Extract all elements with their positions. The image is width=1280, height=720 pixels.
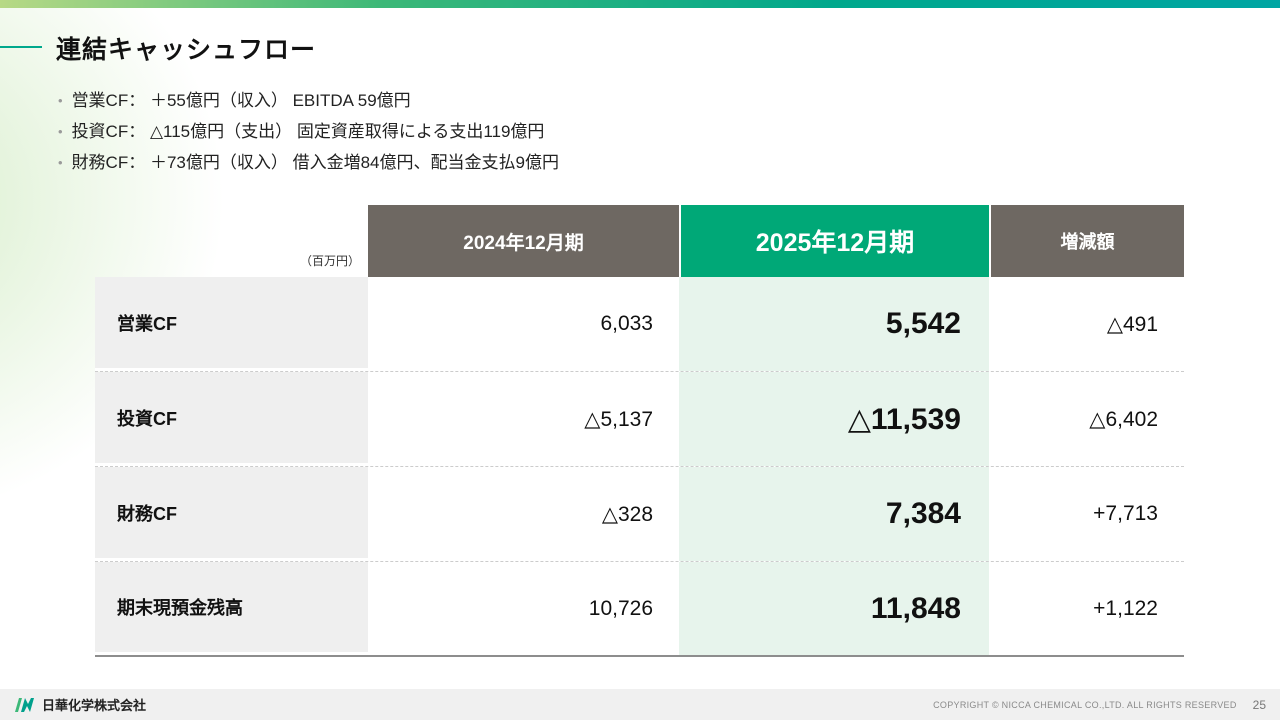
summary-bullet-list: 営業CF： ＋55億円（収入） EBITDA 59億円 投資CF： △115億円…: [58, 85, 559, 178]
column-header-diff: 増減額: [991, 205, 1184, 277]
table-row: 営業CF 6,033 5,542 △491: [95, 277, 1184, 372]
bullet-operating-cf: 営業CF： ＋55億円（収入） EBITDA 59億円: [58, 85, 559, 116]
value-2025: △11,539: [679, 372, 989, 466]
footer-bar: 日華化学株式会社 COPYRIGHT © NICCA CHEMICAL CO.,…: [0, 689, 1280, 720]
value-2024: 10,726: [368, 562, 679, 655]
value-diff: +7,713: [989, 467, 1184, 561]
table-row: 財務CF △328 7,384 +7,713: [95, 467, 1184, 562]
value-2025: 5,542: [679, 277, 989, 371]
row-label: 営業CF: [95, 277, 368, 371]
value-2024: △328: [368, 467, 679, 561]
value-diff: △491: [989, 277, 1184, 371]
column-header-2024: 2024年12月期: [368, 205, 679, 277]
page-title: 連結キャッシュフロー: [56, 36, 317, 64]
value-2024: △5,137: [368, 372, 679, 466]
table-row: 期末現預金残高 10,726 11,848 +1,122: [95, 562, 1184, 657]
table-row: 投資CF △5,137 △11,539 △6,402: [95, 372, 1184, 467]
value-diff: △6,402: [989, 372, 1184, 466]
row-label: 投資CF: [95, 372, 368, 466]
table-header-row: （百万円） 2024年12月期 2025年12月期 増減額: [95, 205, 1184, 277]
value-diff: +1,122: [989, 562, 1184, 655]
title-accent-line: [0, 46, 42, 48]
company-logo-icon: [14, 697, 36, 712]
column-header-2025: 2025年12月期: [681, 205, 989, 277]
value-2025: 11,848: [679, 562, 989, 655]
row-label: 期末現預金残高: [95, 562, 368, 655]
bullet-financing-cf: 財務CF： ＋73億円（収入） 借入金増84億円、配当金支払9億円: [58, 147, 559, 178]
bullet-investing-cf: 投資CF： △115億円（支出） 固定資産取得による支出119億円: [58, 116, 559, 147]
value-2025: 7,384: [679, 467, 989, 561]
top-gradient-bar: [0, 0, 1280, 8]
row-label: 財務CF: [95, 467, 368, 561]
page-number: 25: [1252, 697, 1266, 712]
company-name: 日華化学株式会社: [42, 698, 147, 713]
cash-flow-table: （百万円） 2024年12月期 2025年12月期 増減額 営業CF 6,033…: [95, 205, 1184, 657]
value-2024: 6,033: [368, 277, 679, 371]
unit-label: （百万円）: [299, 254, 360, 268]
copyright-text: COPYRIGHT © NICCA CHEMICAL CO.,LTD. ALL …: [933, 699, 1237, 710]
